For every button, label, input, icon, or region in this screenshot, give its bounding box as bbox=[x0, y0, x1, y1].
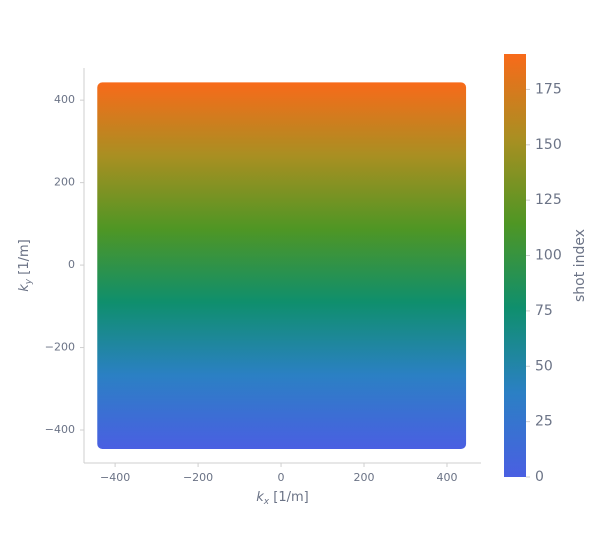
x-tick-label: 200 bbox=[354, 471, 375, 484]
x-axis-label: kx [1/m] bbox=[256, 490, 308, 507]
axis-subscript: y bbox=[24, 278, 34, 285]
x-tick-label: −200 bbox=[183, 471, 213, 484]
y-tick-label: −400 bbox=[45, 423, 75, 436]
y-tick-label: 200 bbox=[54, 176, 75, 189]
x-tick-label: −400 bbox=[100, 471, 130, 484]
colorbar-tick-label: 175 bbox=[535, 81, 562, 97]
axis-subscript: x bbox=[263, 497, 270, 507]
colorbar-tick-label: 125 bbox=[535, 192, 562, 208]
axis-symbol: k bbox=[17, 284, 32, 292]
colorbar-label: shot index bbox=[572, 229, 588, 302]
colorbar-tick-label: 100 bbox=[535, 248, 562, 264]
x-tick-label: 400 bbox=[436, 471, 457, 484]
y-axis-label: ky [1/m] bbox=[17, 239, 34, 291]
axis-unit: [1/m] bbox=[269, 490, 309, 505]
y-tick-label: 400 bbox=[54, 93, 75, 106]
colorbar-tick-label: 50 bbox=[535, 358, 553, 374]
colorbar bbox=[504, 54, 526, 477]
x-tick-label: 0 bbox=[278, 471, 285, 484]
colorbar-tick-label: 75 bbox=[535, 303, 553, 319]
colorbar-tick-label: 25 bbox=[535, 414, 553, 430]
y-tick-label: 0 bbox=[68, 258, 75, 271]
colorbar-tick-label: 150 bbox=[535, 137, 562, 153]
y-tick-label: −200 bbox=[45, 341, 75, 354]
axis-symbol: k bbox=[256, 490, 264, 505]
sampled-region bbox=[97, 82, 467, 449]
colorbar-tick-label: 0 bbox=[535, 469, 544, 485]
axis-unit: [1/m] bbox=[17, 239, 32, 279]
